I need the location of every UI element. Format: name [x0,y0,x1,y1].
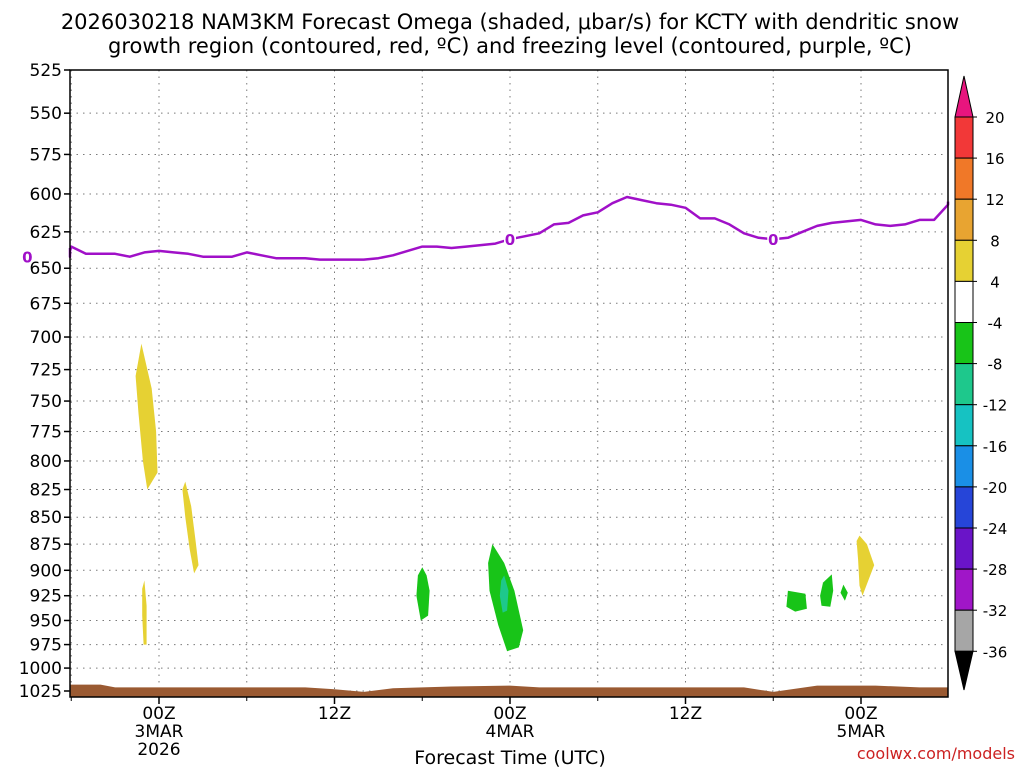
colorbar-box [954,157,974,200]
colorbar-label: -28 [983,561,1008,579]
grid-lines [70,69,948,697]
colorbar-label: 8 [990,232,1000,250]
y-tick-label: 525 [30,61,62,81]
contour-label-bg [767,231,780,248]
y-tick-label: 675 [30,294,62,314]
y-tick-label: 1025 [19,682,62,702]
colorbar-box [954,445,974,488]
colorbar-label: -20 [983,479,1008,497]
y-tick-label: 900 [30,561,62,581]
freezing-level-label: 0 [22,249,32,267]
omega-area [786,590,807,612]
y-tick-label: 850 [30,508,62,528]
y-tick-label: 875 [30,535,62,555]
colorbar-box [954,404,974,447]
colorbar-box [954,322,974,365]
omega-area [142,580,147,645]
omega-area [135,343,158,490]
omega-area [416,567,430,621]
freezing-level-label: 0 [505,231,515,249]
colorbar-label: -32 [983,602,1008,620]
chart-title-line-1: 2026030218 NAM3KM Forecast Omega (shaded… [61,10,959,34]
x-tick-label: 4MAR [486,722,535,742]
colorbar-label: 12 [985,191,1004,209]
x-tick-label: 00Z [493,704,526,724]
omega-shading [135,343,875,652]
colorbar-label: -16 [983,438,1008,456]
omega-area [856,535,875,596]
y-tick-label: 725 [30,361,62,381]
colorbar-label: -24 [983,520,1008,538]
y-tick-label: 600 [30,185,62,205]
colorbar-label: 20 [985,109,1004,127]
y-tick-label: 775 [30,422,62,442]
y-tick-label: 975 [30,636,62,656]
colorbar-label: 16 [985,150,1004,168]
colorbar-bottom-arrow [954,650,974,691]
y-tick-label: 800 [30,452,62,472]
omega-area [499,575,509,613]
contour-label-bg [21,248,34,265]
x-tick-label: 00Z [844,704,877,724]
colorbar-box [954,568,974,611]
colorbar-box [954,116,974,159]
x-tick-label: 12Z [669,704,702,724]
colorbar-label: -4 [988,315,1003,333]
colorbar-top-arrow [954,75,974,118]
x-tick-label: 5MAR [837,722,886,742]
x-tick-label: 3MAR [135,722,184,742]
y-tick-label: 950 [30,611,62,631]
colorbar: 20 16 12 8 4 -4 -8 -12 -16 -20 -24 -28 -32 -36 [954,75,1008,691]
x-tick-label: 12Z [318,704,351,724]
y-tick-label: 650 [30,259,62,279]
y-axis: 525 550 575 600 625 650 675 700 725 750 775 800 825 8… [19,61,70,702]
freezing-level-contour: 0 0 0 [21,195,950,267]
y-tick-label: 750 [30,392,62,412]
terrain-area [70,684,948,697]
y-tick-label: 700 [30,328,62,348]
y-tick-label: 925 [30,587,62,607]
omega-area [182,481,199,574]
y-tick-label: 1000 [19,659,62,679]
y-tick-label: 625 [30,223,62,243]
x-tick-label: 00Z [142,704,175,724]
y-tick-label: 550 [30,104,62,124]
colorbar-label: -12 [983,397,1008,415]
plot-frame [69,69,949,698]
colorbar-box [954,239,974,282]
source-credit: coolwx.com/models [857,744,1015,763]
colorbar-label: 4 [990,273,1000,291]
colorbar-box [954,527,974,570]
omega-area [840,584,848,601]
y-tick-label: 575 [30,145,62,165]
terrain-fill [70,684,948,697]
colorbar-box [954,486,974,529]
colorbar-label: -36 [983,643,1008,661]
colorbar-box [954,280,974,323]
colorbar-box [954,198,974,241]
omega-area [820,574,834,607]
freezing-level-line [68,195,950,261]
colorbar-box [954,609,974,652]
x-tick-label: 2026 [137,740,180,760]
colorbar-label: -8 [988,356,1003,374]
x-axis-label: Forecast Time (UTC) [414,747,605,768]
colorbar-box [954,363,974,406]
contour-label-bg [504,231,516,248]
y-tick-label: 825 [30,481,62,501]
chart-title-line-2: growth region (contoured, red, ºC) and f… [108,34,912,58]
freezing-level-label: 0 [768,231,778,249]
